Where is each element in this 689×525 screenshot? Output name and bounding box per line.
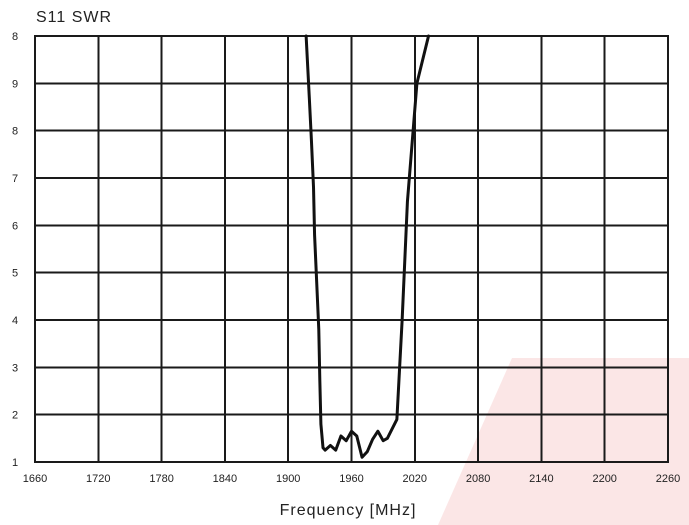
x-tick-label: 1960 bbox=[339, 473, 363, 485]
x-tick-label: 2200 bbox=[592, 473, 616, 485]
x-tick-label: 2260 bbox=[656, 473, 680, 485]
y-tick-label: 2 bbox=[12, 410, 18, 422]
y-tick-label: 8 bbox=[12, 126, 18, 138]
x-tick-label: 1780 bbox=[149, 473, 173, 485]
x-tick-label: 1660 bbox=[23, 473, 47, 485]
y-tick-label: 9 bbox=[12, 78, 18, 90]
x-tick-label: 1840 bbox=[213, 473, 237, 485]
x-axis-title: Frequency [MHz] bbox=[280, 502, 417, 519]
x-tick-label: 2080 bbox=[466, 473, 490, 485]
y-tick-label: 1 bbox=[12, 457, 18, 469]
y-tick-label: 3 bbox=[12, 362, 18, 374]
y-tick-label: 5 bbox=[12, 268, 18, 280]
y-tick-label: 4 bbox=[12, 315, 18, 327]
plot-border bbox=[34, 35, 669, 463]
y-tick-label: 6 bbox=[12, 220, 18, 232]
x-tick-label: 1900 bbox=[276, 473, 300, 485]
watermark-shape bbox=[438, 358, 689, 525]
y-tick-label: 8 bbox=[12, 31, 18, 43]
x-tick-label: 1720 bbox=[86, 473, 110, 485]
chart-title: S11 SWR bbox=[36, 9, 112, 26]
y-tick-label: 7 bbox=[12, 173, 18, 185]
x-tick-label: 2020 bbox=[403, 473, 427, 485]
x-tick-label: 2140 bbox=[529, 473, 553, 485]
swr-curve bbox=[304, 34, 431, 459]
